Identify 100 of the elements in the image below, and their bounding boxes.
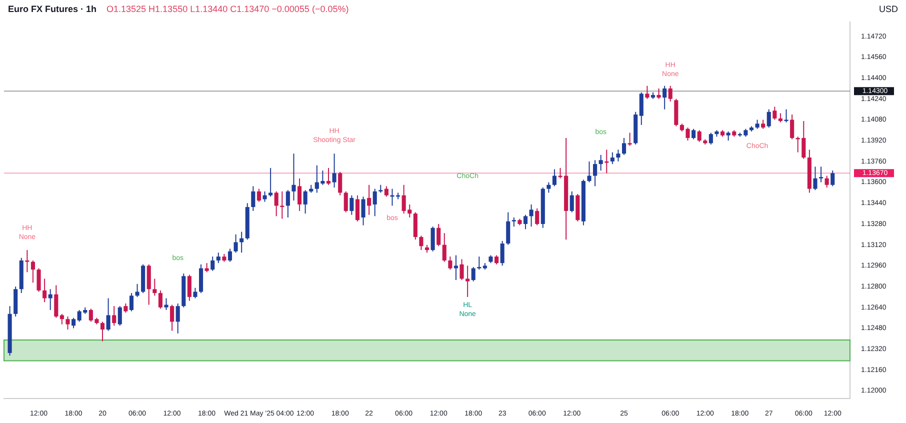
candlestick — [471, 266, 476, 282]
candlestick — [135, 283, 140, 298]
candlestick — [384, 186, 388, 198]
candlestick — [152, 278, 157, 296]
candlestick — [280, 190, 284, 220]
candlestick — [616, 149, 620, 162]
candlestick — [552, 168, 557, 187]
candlestick — [593, 160, 598, 187]
candlestick — [628, 132, 632, 146]
candlestick — [819, 166, 824, 183]
candlestick — [118, 306, 122, 326]
candlestick — [372, 188, 377, 217]
candlestick — [210, 256, 215, 272]
candlestick — [419, 235, 424, 251]
candlestick — [570, 190, 574, 213]
candlestick — [413, 212, 418, 240]
candlestick — [523, 214, 528, 230]
candlestick — [286, 190, 290, 218]
candlestick — [332, 153, 336, 188]
candlestick — [60, 313, 64, 325]
candlestick — [506, 212, 510, 246]
candlestick — [766, 108, 771, 128]
candlestick — [204, 262, 209, 273]
candlestick — [274, 190, 278, 217]
candlestick — [726, 130, 730, 142]
chart-title: Euro FX Futures · 1h — [8, 4, 97, 14]
candlestick — [430, 226, 435, 252]
candlestick — [692, 128, 696, 140]
candlestick — [442, 232, 446, 262]
candlestick — [228, 248, 232, 262]
candlestick — [48, 288, 52, 310]
candlestick — [772, 106, 777, 120]
candlestick — [697, 130, 702, 142]
candlestick — [297, 178, 302, 212]
candlestick — [344, 190, 348, 213]
candlestick — [30, 260, 35, 284]
candlestick — [790, 114, 794, 140]
candlestick — [645, 85, 650, 100]
candlestick — [662, 85, 667, 110]
candlestick — [42, 278, 47, 303]
candlestick — [112, 306, 116, 326]
candlestick — [494, 254, 499, 265]
candlestick — [350, 194, 354, 216]
candlestick — [146, 264, 151, 306]
candlestick — [292, 153, 296, 202]
candlestick — [170, 304, 174, 332]
candlestick — [100, 321, 105, 342]
candlestick — [303, 190, 308, 214]
candlestick — [622, 137, 626, 156]
candlestick — [668, 85, 672, 102]
candlestick — [824, 175, 829, 188]
candlestick — [436, 223, 441, 247]
candlestick — [454, 254, 458, 281]
candlestick — [367, 184, 372, 216]
candlestick — [256, 188, 261, 202]
candlestick — [778, 112, 782, 123]
candlestick — [460, 258, 464, 281]
candlestick — [529, 204, 534, 228]
text: USD — [878, 4, 898, 14]
candlestick — [106, 298, 110, 332]
candlestick — [198, 264, 204, 294]
candlestick — [36, 268, 41, 292]
candlestick — [477, 256, 482, 270]
candlestick — [610, 152, 614, 165]
candlestick — [66, 316, 70, 330]
candlestick — [784, 108, 788, 123]
candlestick — [158, 290, 162, 310]
candlestick — [164, 298, 168, 310]
candlestick — [466, 265, 470, 298]
candlestick — [813, 166, 818, 191]
candlestick — [361, 196, 366, 226]
candlestick — [535, 208, 540, 226]
candlestick — [656, 88, 661, 100]
candlestick — [216, 252, 220, 264]
candlestick — [193, 287, 198, 299]
candlestick — [187, 274, 192, 302]
candlestick — [234, 234, 238, 254]
candlestick — [326, 167, 331, 186]
candlestick — [129, 292, 134, 312]
candlestick — [338, 171, 342, 196]
candlestick — [587, 160, 592, 183]
candlestick — [268, 167, 273, 198]
candlestick — [124, 302, 128, 314]
candlestick — [761, 119, 766, 130]
candlestick — [72, 317, 76, 329]
candlestick — [500, 240, 504, 266]
candlestick — [830, 170, 835, 187]
text: O1.13525 H1.13550 L1.13440 C1.13470 −0.00055 (−0.05%) — [106, 4, 349, 14]
candlestick — [25, 250, 30, 273]
candlestick — [262, 190, 267, 202]
candlestick — [598, 154, 603, 172]
candlestick — [251, 186, 256, 212]
candlestick — [755, 119, 760, 130]
candlestick — [176, 302, 180, 334]
candlestick — [512, 216, 516, 228]
candlestick — [448, 256, 452, 270]
candlestick — [54, 284, 58, 318]
candlestick — [639, 92, 644, 126]
candlestick — [708, 132, 713, 145]
candlestick — [546, 182, 551, 194]
